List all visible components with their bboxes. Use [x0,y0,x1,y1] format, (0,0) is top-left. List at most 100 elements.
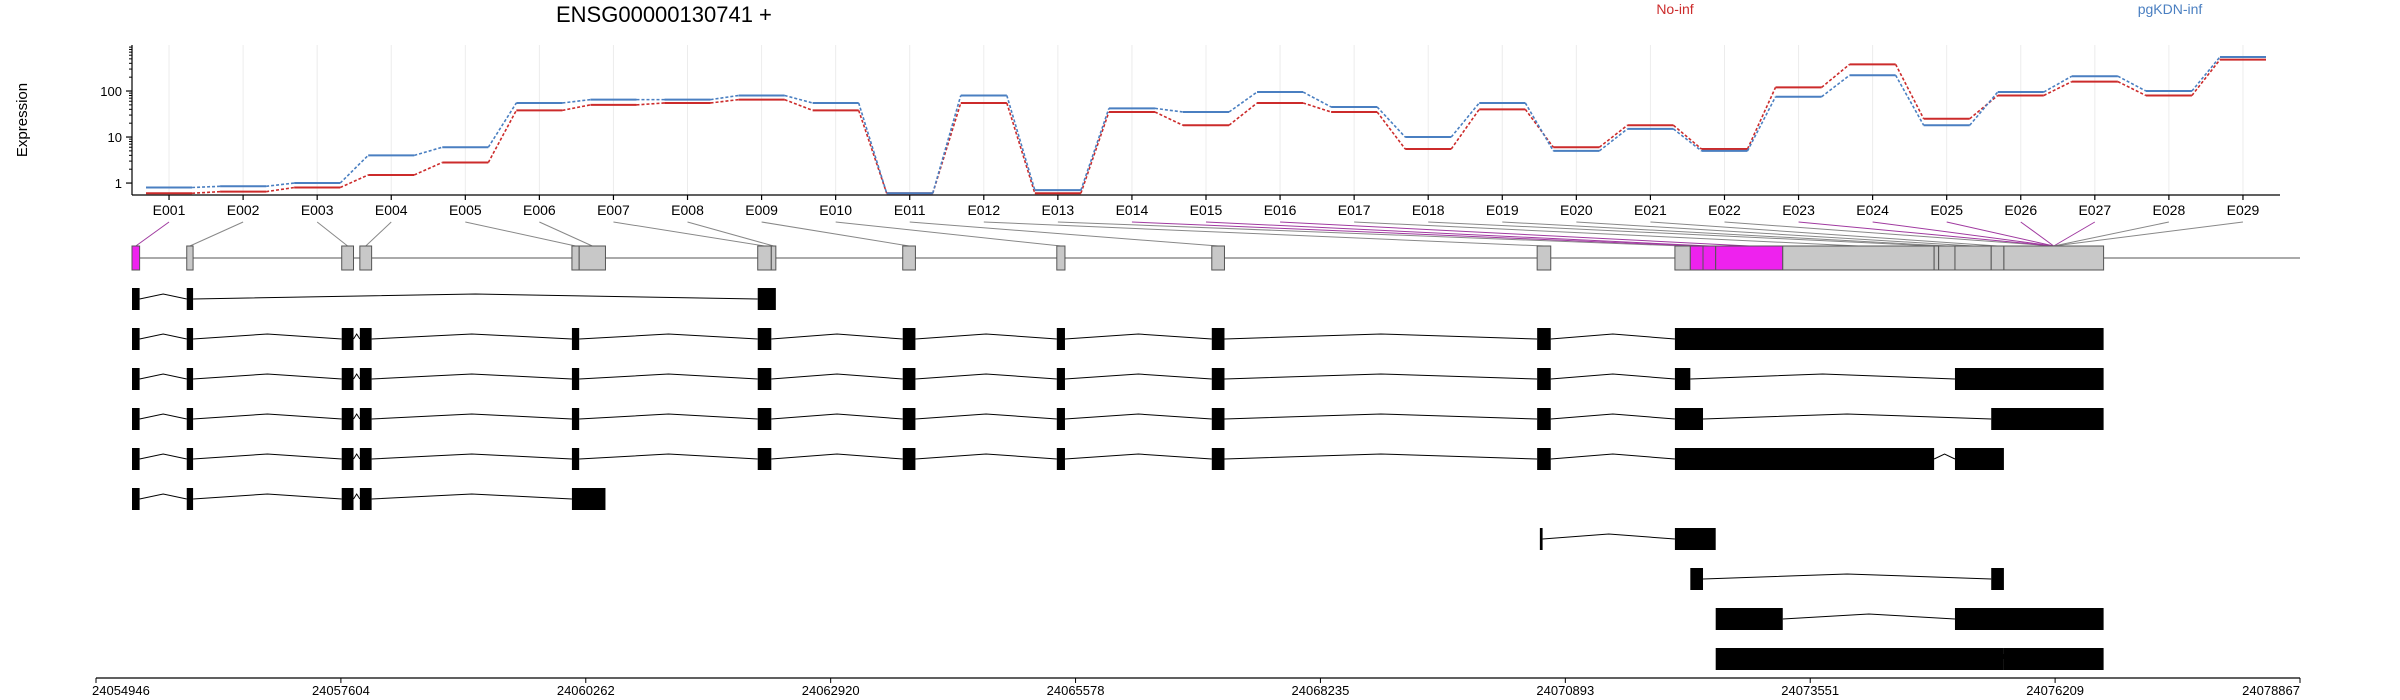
gene-exon [902,245,916,271]
transcript-exon [902,368,916,390]
exon-label: E019 [1486,202,1519,218]
transcript-intron [193,293,758,300]
exon-connector [835,221,1061,247]
transcript-exon [341,368,354,390]
series-transition [1006,95,1036,191]
grid-lines [168,45,2244,195]
transcript-intron [1690,373,1955,380]
transcript-intron [1224,333,1538,340]
transcript-exon [757,288,776,310]
transcript-exon [1954,448,2004,470]
transcript-intron [193,413,342,420]
transcript-intron [1550,333,1675,340]
exon-connector [2053,221,2169,247]
exon-connector [1576,221,1974,247]
transcript-exon [132,488,140,510]
gene-exon [131,245,141,271]
transcript-intron [1064,453,1212,460]
gene-exon [359,245,373,271]
transcript-intron [1224,453,1538,460]
exon-connector [135,221,170,247]
transcript-intron [1064,333,1212,340]
transcript-exon [186,328,194,350]
transcript-exon [132,448,140,470]
series-transition [339,154,369,184]
series-transition [1080,108,1110,191]
legend-pgkdn-inf: pgKDN-inf [2138,1,2203,17]
transcript-exon [359,448,372,470]
series-transition [413,161,443,176]
transcript-4 [132,408,2104,430]
transcript-intron [1542,533,1675,540]
series-transition [1672,128,1702,152]
exon-label: E020 [1560,202,1593,218]
series-transition [562,104,591,112]
exon-connector [1280,221,1750,247]
exon-label: E016 [1264,202,1297,218]
exon-connector [983,221,1544,247]
y-tick-label: 10 [108,130,122,145]
transcript-1 [132,288,776,310]
transcript-exon [1954,608,2104,630]
transcript-intron [1550,453,1675,460]
transcript-exon [1991,568,2004,590]
transcript-exon [132,288,140,310]
exon-label: E002 [227,202,260,218]
exon-labels: E001 E002 E003 E004 E005 E006 E007 E008 E009 E010… [153,195,2260,218]
gene-exon [1211,245,1225,271]
genomic-axis: 24054946 24057604 24060262 24062920 24065578… [92,677,2301,698]
transcript-intron [579,373,758,380]
transcript-exon [1674,448,1935,470]
series-transition [266,182,295,188]
transcript-exon [1715,608,1783,630]
exon-connector [1502,221,1947,247]
transcript-intron [1702,573,1992,580]
transcript-exon [1715,648,2004,670]
exon-label: E004 [375,202,408,218]
exon-label: E028 [2153,202,2186,218]
transcript-intron [771,413,903,420]
exon-connector [2053,221,2244,247]
series-transition [192,190,221,195]
exon-connector [1872,221,2054,247]
transcript-exon [1211,328,1225,350]
exon-label: E001 [153,202,186,218]
transcript-intron [1064,373,1212,380]
transcript-exon [1674,408,1704,430]
transcript-intron [139,333,187,340]
series-pgkdn-inf [146,55,2266,195]
transcript-exon [132,328,140,350]
transcript-exon [1056,328,1065,350]
transcript-exon [902,408,916,430]
transcript-exon [1211,448,1225,470]
transcript-9 [1715,608,2104,630]
transcript-exon [132,368,140,390]
transcript-exon [1539,528,1543,550]
exon-label: E005 [449,202,482,218]
transcript-exon [359,368,372,390]
gene-exon [341,245,355,271]
series-transition [1894,63,1925,120]
transcript-intron [139,413,187,420]
genomic-tick-label: 24068235 [1292,683,1350,698]
gene-exon [1674,245,1691,271]
transcript-intron [1064,413,1212,420]
series-transition [636,102,665,106]
series-transition [1154,107,1184,113]
transcript-intron [771,373,903,380]
transcript-intron [915,453,1057,460]
transcript-exon [341,448,354,470]
exon-connector [613,221,765,247]
transcript-exon [571,368,580,390]
series-transition [1821,63,1851,88]
legend-no-inf: No-inf [1656,1,1693,17]
series-transition [2191,56,2221,92]
transcript-exon [1954,368,2104,390]
transcript-exon [186,368,194,390]
transcript-intron [579,333,758,340]
gene-exon [578,245,606,271]
genomic-tick-label: 24076209 [2026,683,2084,698]
exon-connectors [135,221,2244,247]
transcript-tracks [132,288,2104,670]
